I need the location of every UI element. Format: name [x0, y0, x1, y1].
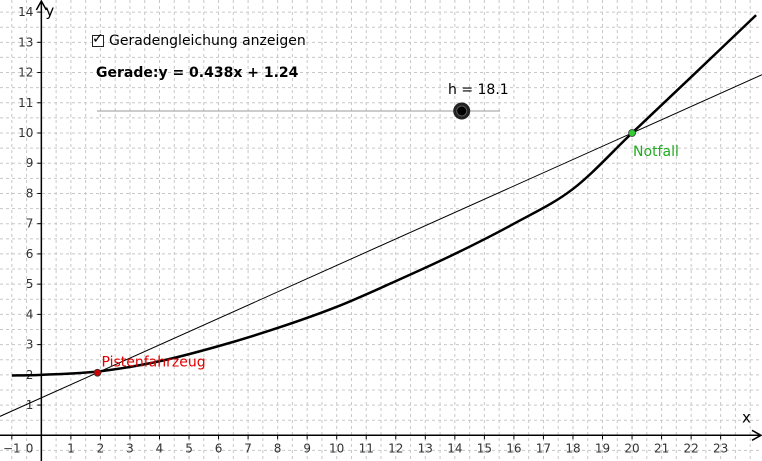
- y-tick-label: 5: [26, 277, 34, 291]
- x-tick-label: 10: [329, 441, 344, 455]
- point-notfall[interactable]: [628, 129, 636, 137]
- x-tick-label: 4: [156, 441, 164, 455]
- x-tick-label: 20: [624, 441, 639, 455]
- slider-knob-center: [456, 105, 468, 117]
- x-tick-label: 16: [506, 441, 521, 455]
- x-tick-label: 14: [447, 441, 462, 455]
- x-tick-label: 13: [418, 441, 433, 455]
- x-tick-label: 3: [126, 441, 134, 455]
- x-tick-label: 12: [388, 441, 403, 455]
- y-tick-label: 10: [18, 126, 33, 140]
- x-tick-label: 21: [654, 441, 669, 455]
- x-tick-label: 5: [185, 441, 193, 455]
- point-pistenfahrzeug[interactable]: [93, 368, 102, 377]
- x-tick-label: 6: [215, 441, 223, 455]
- y-tick-label: 3: [26, 338, 34, 352]
- x-tick-label: 11: [359, 441, 374, 455]
- y-tick-label: 6: [26, 247, 34, 261]
- points: Pistenfahrzeug Notfall: [93, 129, 679, 377]
- y-axis-label: y: [45, 2, 54, 20]
- x-tick-label: 15: [477, 441, 492, 455]
- x-tick-label: 22: [683, 441, 698, 455]
- x-tick-label: 19: [595, 441, 610, 455]
- x-tick-label: 9: [303, 441, 311, 455]
- y-tick-label: 4: [26, 307, 34, 321]
- y-tick-label: 1: [26, 398, 34, 412]
- y-tick-label: 11: [18, 96, 33, 110]
- point-label-notfall: Notfall: [633, 144, 679, 160]
- y-tick-label: 14: [18, 5, 33, 19]
- x-axis-label: x: [742, 408, 751, 426]
- x-tick-label: 1: [67, 441, 75, 455]
- y-tick-label: 12: [18, 66, 33, 80]
- slider[interactable]: [97, 102, 500, 120]
- checkmark-icon: ✓: [92, 31, 104, 47]
- checkbox-box[interactable]: ✓: [92, 31, 104, 47]
- checkbox-label: Geradengleichung anzeigen: [109, 33, 306, 49]
- y-tick-label: 13: [18, 35, 33, 49]
- x-axis-arrow-icon: [751, 429, 762, 441]
- slider-label: h = 18.1: [448, 82, 509, 98]
- x-tick-label: 18: [565, 441, 580, 455]
- equation-text: Gerade:y = 0.438x + 1.24: [96, 65, 299, 81]
- show-equation-checkbox[interactable]: ✓ Geradengleichung anzeigen: [92, 31, 306, 49]
- origin-label: 0: [26, 441, 34, 455]
- x-tick-label: 8: [274, 441, 282, 455]
- y-axis-arrow-icon: [35, 0, 48, 11]
- x-tick-label: 2: [97, 441, 105, 455]
- x-tick-label: 23: [713, 441, 728, 455]
- point-label-pistenfahrzeug: Pistenfahrzeug: [101, 355, 205, 371]
- x-tick-label: 17: [536, 441, 551, 455]
- y-tick-label: 7: [26, 217, 34, 231]
- y-tick-label: 8: [26, 186, 34, 200]
- x-tick-label: 7: [244, 441, 252, 455]
- x-tick-label: −1: [3, 441, 21, 455]
- y-tick-label: 9: [26, 156, 34, 170]
